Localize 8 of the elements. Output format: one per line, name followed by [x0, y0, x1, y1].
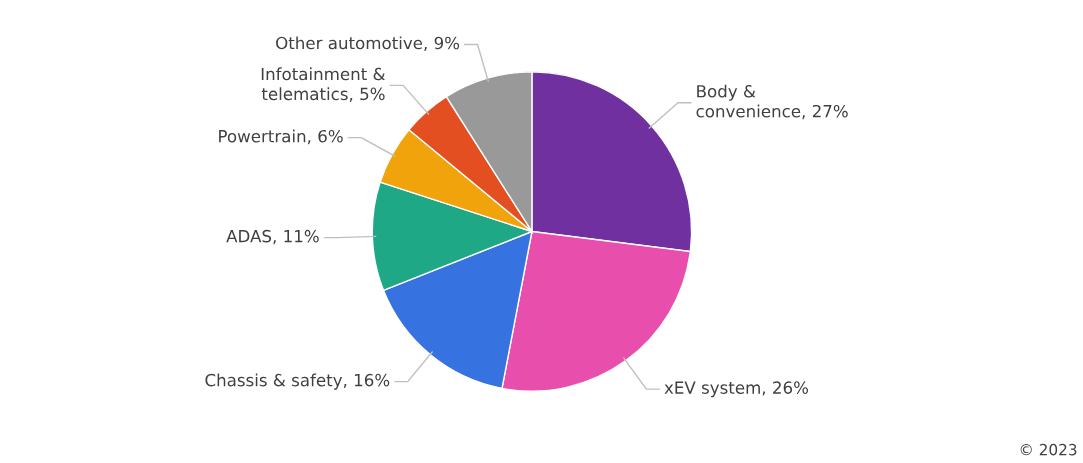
- text: © 2023: [1020, 443, 1077, 456]
- slice-label: Infotainment & telematics, 5%: [261, 67, 386, 102]
- slice-label: Powertrain, 6%: [219, 129, 343, 145]
- slice-label: Body & convenience, 27%: [696, 84, 848, 120]
- slice-label: xEV system, 26%: [664, 381, 809, 398]
- slice-label: Other automotive, 9%: [276, 36, 460, 51]
- slice-label: ADAS, 11%: [226, 229, 319, 245]
- slice-label: Chassis & safety, 16%: [205, 373, 390, 390]
